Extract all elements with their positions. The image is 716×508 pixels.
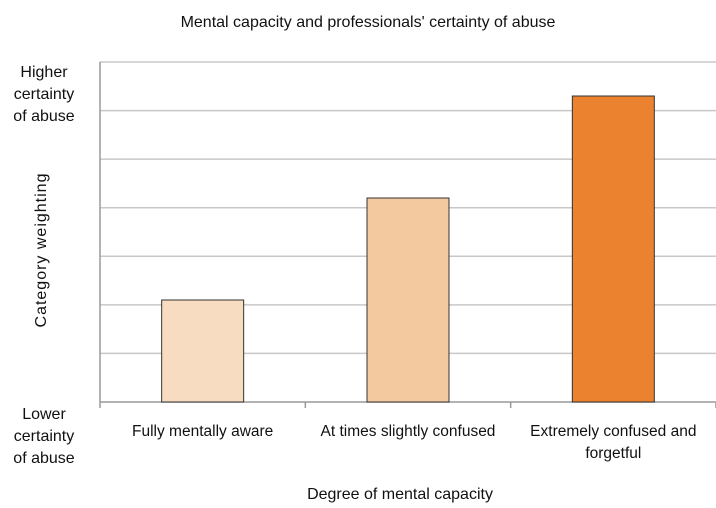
bar-2 [366, 197, 450, 403]
y-axis-top-label-line: certainty [13, 86, 75, 103]
x-tick-label: Extremely confused and forgetful [530, 423, 696, 462]
x-axis-label: Degree of mental capacity [307, 486, 493, 503]
y-axis-bottom-label: Lower certainty of abuse [0, 404, 88, 470]
y-axis-bottom-label-line: of abuse [13, 450, 75, 467]
y-axis-top-label-line: Higher [20, 64, 68, 81]
y-axis-bottom-label-line: certainty [13, 428, 75, 445]
chart-title: Mental capacity and professionals' certa… [180, 14, 556, 31]
x-tick-label: At times slightly confused [321, 423, 496, 440]
y-axis-top-label: Higher certainty of abuse [0, 62, 88, 128]
y-axis-top-label-line: of abuse [13, 108, 75, 125]
x-tick-label: Fully mentally aware [132, 423, 273, 440]
bar-1 [161, 299, 245, 403]
bar-3 [571, 95, 655, 403]
y-axis-bottom-label-line: Lower [22, 406, 66, 423]
